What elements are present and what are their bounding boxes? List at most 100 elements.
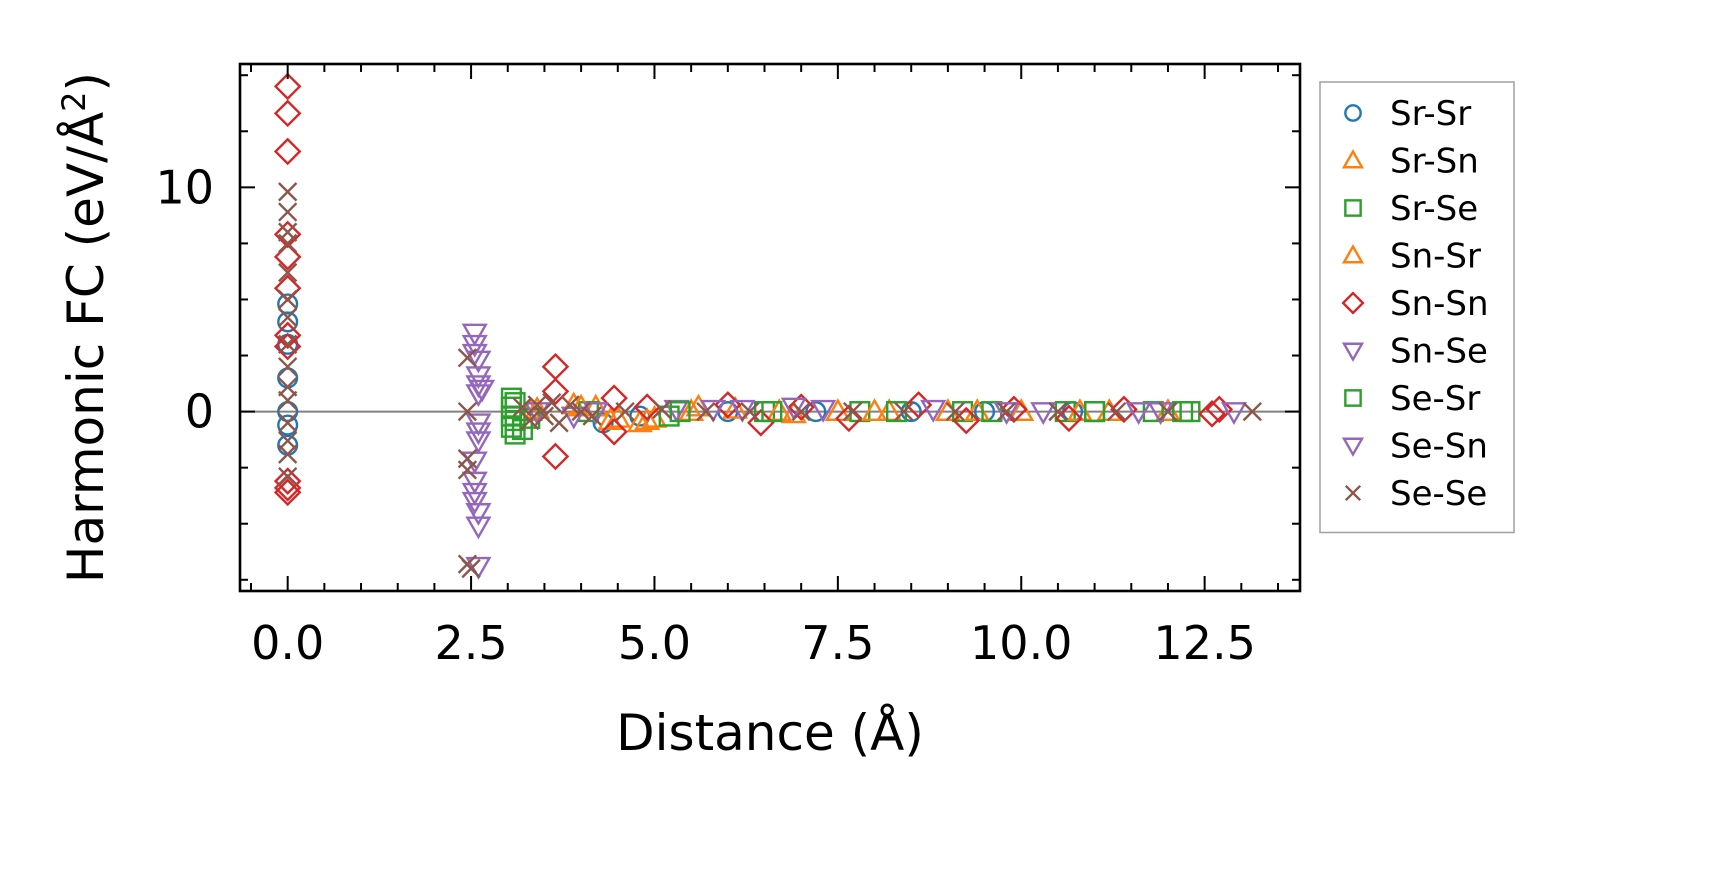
x-tick-label: 5.0 (618, 616, 691, 670)
data-point (835, 404, 863, 433)
data-point (885, 401, 908, 423)
data-point (273, 99, 302, 128)
data-point (457, 460, 478, 480)
data-point (273, 321, 302, 350)
data-point (542, 392, 562, 413)
legend-marker (1341, 291, 1365, 315)
data-point (457, 401, 478, 422)
data-point (273, 137, 302, 166)
legend-label: Sn-Sr (1390, 237, 1481, 277)
data-point (277, 293, 299, 315)
data-point (600, 417, 628, 446)
plot-frame (238, 62, 1302, 593)
legend-label: Se-Sn (1390, 427, 1488, 467)
data-point (465, 375, 492, 399)
data-point (1205, 395, 1234, 424)
data-point (615, 401, 635, 422)
data-point (861, 398, 888, 422)
y-axis-label-close: ) (57, 72, 115, 92)
data-point (273, 72, 302, 101)
data-point (1110, 395, 1138, 424)
data-point (465, 516, 492, 540)
data-point (1242, 401, 1262, 422)
data-point (461, 558, 481, 579)
x-axis-label: Distance (Å) (616, 704, 924, 762)
legend-marker (1341, 342, 1365, 362)
data-point (1158, 401, 1178, 422)
legend-entry: Se-Sn (1341, 427, 1488, 467)
data-point (278, 444, 298, 464)
data-point (457, 348, 478, 368)
data-point (1000, 395, 1028, 424)
legend-entry: Sn-Sn (1341, 284, 1489, 324)
data-point (600, 384, 628, 412)
data-point (524, 395, 551, 419)
data-point (1106, 401, 1127, 422)
data-point (1125, 402, 1152, 426)
legend-marker (1344, 389, 1362, 407)
x-tick-label: 2.5 (434, 616, 507, 670)
data-point (541, 377, 570, 406)
x-tick-label: 0.0 (251, 616, 324, 670)
data-point (1048, 401, 1068, 422)
data-point (278, 262, 298, 283)
data-point (747, 409, 775, 437)
data-point (1220, 402, 1248, 426)
data-point (278, 377, 298, 397)
data-point (278, 357, 298, 377)
data-point (278, 182, 298, 202)
data-point (273, 478, 302, 507)
y-axis-label-main: Harmonic FC (eV/Å (57, 112, 115, 583)
x-tick-label: 10.0 (970, 616, 1072, 670)
data-point (278, 413, 298, 433)
x-tick-label: 12.5 (1153, 616, 1255, 670)
data-point (740, 401, 760, 422)
data-point (920, 399, 947, 423)
data-point (465, 503, 492, 526)
data-point (504, 423, 526, 445)
data-point (278, 289, 298, 310)
data-point (678, 398, 705, 422)
data-point (541, 442, 570, 471)
y-tick-label: 10 (155, 160, 214, 214)
legend-entry: Se-Se (1344, 474, 1487, 514)
legend: Sr-Sr Sr-Sn Sr-Se Sn-Sr Sn-Sn Sn-Se Se-Sr Se-Sn… (1319, 81, 1515, 534)
data-point (791, 401, 811, 422)
data-point (278, 431, 298, 451)
legend-entry: Sr-Sr (1344, 94, 1471, 134)
data-point (945, 401, 965, 422)
legend-marker (1344, 199, 1362, 217)
legend-entry: Sr-Sn (1341, 142, 1479, 182)
data-point (277, 414, 299, 436)
plot-area (240, 72, 1300, 580)
legend-marker (1341, 437, 1365, 457)
x-tick-label: 7.5 (801, 616, 874, 670)
data-point (582, 406, 602, 426)
data-point (1198, 400, 1226, 428)
data-point (461, 323, 488, 347)
data-point (952, 406, 981, 435)
data-point (465, 422, 492, 446)
data-point (900, 401, 922, 423)
data-point (277, 401, 299, 423)
series-se-se (278, 182, 1262, 579)
legend-label: Sn-Se (1390, 332, 1488, 372)
series-sn-sn (273, 72, 1234, 507)
legend-marker (1341, 244, 1365, 264)
legend-label: Sn-Sn (1390, 284, 1489, 324)
data-point (273, 467, 302, 495)
data-point (278, 466, 298, 487)
legend-label: Se-Sr (1390, 379, 1480, 419)
y-axis-label: Harmonic FC (eV/Å2) (55, 72, 115, 583)
data-point (560, 395, 580, 415)
data-point (1172, 401, 1194, 423)
y-axis-label-superscript: 2 (55, 91, 93, 111)
data-point (278, 233, 298, 254)
legend-label: Sr-Sn (1390, 142, 1479, 182)
series-se-sr (504, 392, 1194, 441)
data-point (465, 431, 492, 455)
legend-marker (1344, 484, 1362, 502)
legend-entry: Sr-Se (1344, 189, 1478, 229)
data-point (761, 401, 783, 423)
y-tick-label: 0 (185, 385, 214, 439)
